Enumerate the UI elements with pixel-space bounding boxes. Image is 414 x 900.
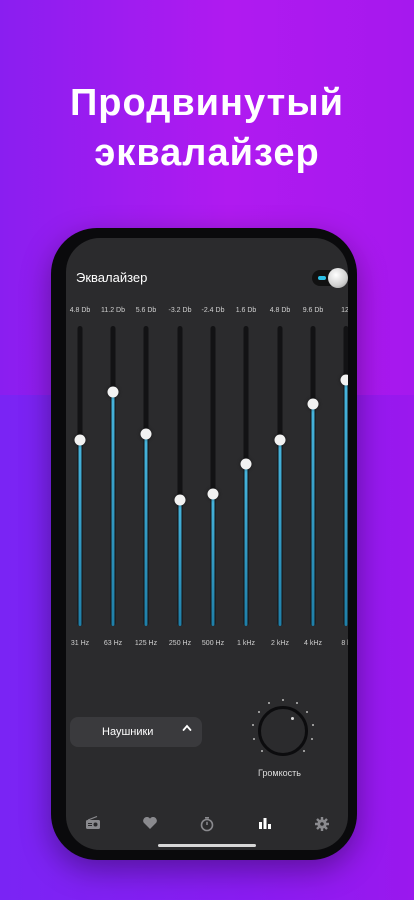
volume-tick xyxy=(310,738,313,741)
preset-label: Наушники xyxy=(102,726,154,738)
band-slider-track[interactable] xyxy=(77,326,83,626)
band-frequency-label: 1 kHz xyxy=(237,640,255,647)
timer-icon[interactable] xyxy=(197,816,217,836)
toggle-knob[interactable] xyxy=(328,268,348,288)
band-value-label: 12. xyxy=(341,307,348,314)
band-slider-track[interactable] xyxy=(110,326,116,626)
band-slider-fill xyxy=(78,440,82,626)
band-slider-track[interactable] xyxy=(343,326,348,626)
band-value-label: 9.6 Db xyxy=(302,307,324,314)
band-slider-knob[interactable] xyxy=(140,428,152,440)
band-slider-fill xyxy=(144,434,148,626)
headline-line-2: эквалайзер xyxy=(94,132,320,174)
band-slider-knob[interactable] xyxy=(274,434,286,446)
band-slider-track[interactable] xyxy=(310,326,316,626)
band-slider-knob[interactable] xyxy=(174,494,186,506)
volume-tick xyxy=(295,702,298,705)
volume-tick xyxy=(252,724,255,727)
toggle-indicator xyxy=(318,276,326,280)
equalizer-icon[interactable] xyxy=(255,816,275,836)
app-screen: Эквалайзер 4.8 Db 31 Hz 11.2 Db 63 Hz 5.6 Db… xyxy=(66,238,348,850)
promo-headline: Продвинутый эквалайзер xyxy=(0,78,414,178)
chevron-up-icon xyxy=(182,723,192,736)
band-slider-fill xyxy=(211,494,215,626)
volume-tick xyxy=(282,699,284,701)
band-frequency-label: 63 Hz xyxy=(103,640,123,647)
band-slider-fill xyxy=(344,380,348,626)
band-frequency-label: 4 kHz xyxy=(304,640,322,647)
band-slider-track[interactable] xyxy=(210,326,216,626)
band-frequency-label: 2 kHz xyxy=(271,640,289,647)
band-frequency-label: 250 Hz xyxy=(168,640,192,647)
band-slider-track[interactable] xyxy=(143,326,149,626)
gear-icon[interactable] xyxy=(312,816,332,836)
band-slider-knob[interactable] xyxy=(340,374,348,386)
band-frequency-label: 8 k xyxy=(341,640,348,647)
band-slider-knob[interactable] xyxy=(240,458,252,470)
band-frequency-label: 31 Hz xyxy=(70,640,90,647)
volume-knob[interactable] xyxy=(258,706,308,756)
band-value-label: 4.8 Db xyxy=(269,307,291,314)
volume-tick xyxy=(253,738,256,741)
band-slider-knob[interactable] xyxy=(307,398,319,410)
heart-icon[interactable] xyxy=(140,816,160,836)
band-value-label: 1.6 Db xyxy=(235,307,257,314)
band-frequency-label: 125 Hz xyxy=(134,640,158,647)
band-slider-fill xyxy=(278,440,282,626)
band-slider-fill xyxy=(178,500,182,626)
volume-tick xyxy=(260,750,263,753)
band-slider-knob[interactable] xyxy=(207,488,219,500)
radio-icon[interactable] xyxy=(83,815,103,836)
band-frequency-label: 500 Hz xyxy=(201,640,225,647)
volume-tick xyxy=(257,711,260,714)
band-slider-fill xyxy=(311,404,315,626)
preset-selector[interactable]: Наушники xyxy=(70,717,202,747)
band-value-label: -3.2 Db xyxy=(168,307,192,314)
headline-line-1: Продвинутый xyxy=(69,82,345,124)
band-slider-track[interactable] xyxy=(277,326,283,626)
volume-label: Громкость xyxy=(258,768,301,778)
band-value-label: 11.2 Db xyxy=(101,307,125,314)
band-slider-track[interactable] xyxy=(243,326,249,626)
volume-knob-indicator xyxy=(291,717,294,720)
band-slider-knob[interactable] xyxy=(107,386,119,398)
volume-tick xyxy=(311,724,314,727)
volume-tick xyxy=(268,702,271,705)
app-title: Эквалайзер xyxy=(76,270,148,285)
volume-tick xyxy=(303,750,306,753)
band-value-label: 4.8 Db xyxy=(69,307,91,314)
band-value-label: 5.6 Db xyxy=(135,307,157,314)
volume-tick xyxy=(306,711,309,714)
band-value-label: -2.4 Db xyxy=(201,307,225,314)
band-slider-track[interactable] xyxy=(177,326,183,626)
band-slider-knob[interactable] xyxy=(74,434,86,446)
band-slider-fill xyxy=(111,392,115,626)
home-indicator xyxy=(158,844,256,847)
band-slider-fill xyxy=(244,464,248,626)
